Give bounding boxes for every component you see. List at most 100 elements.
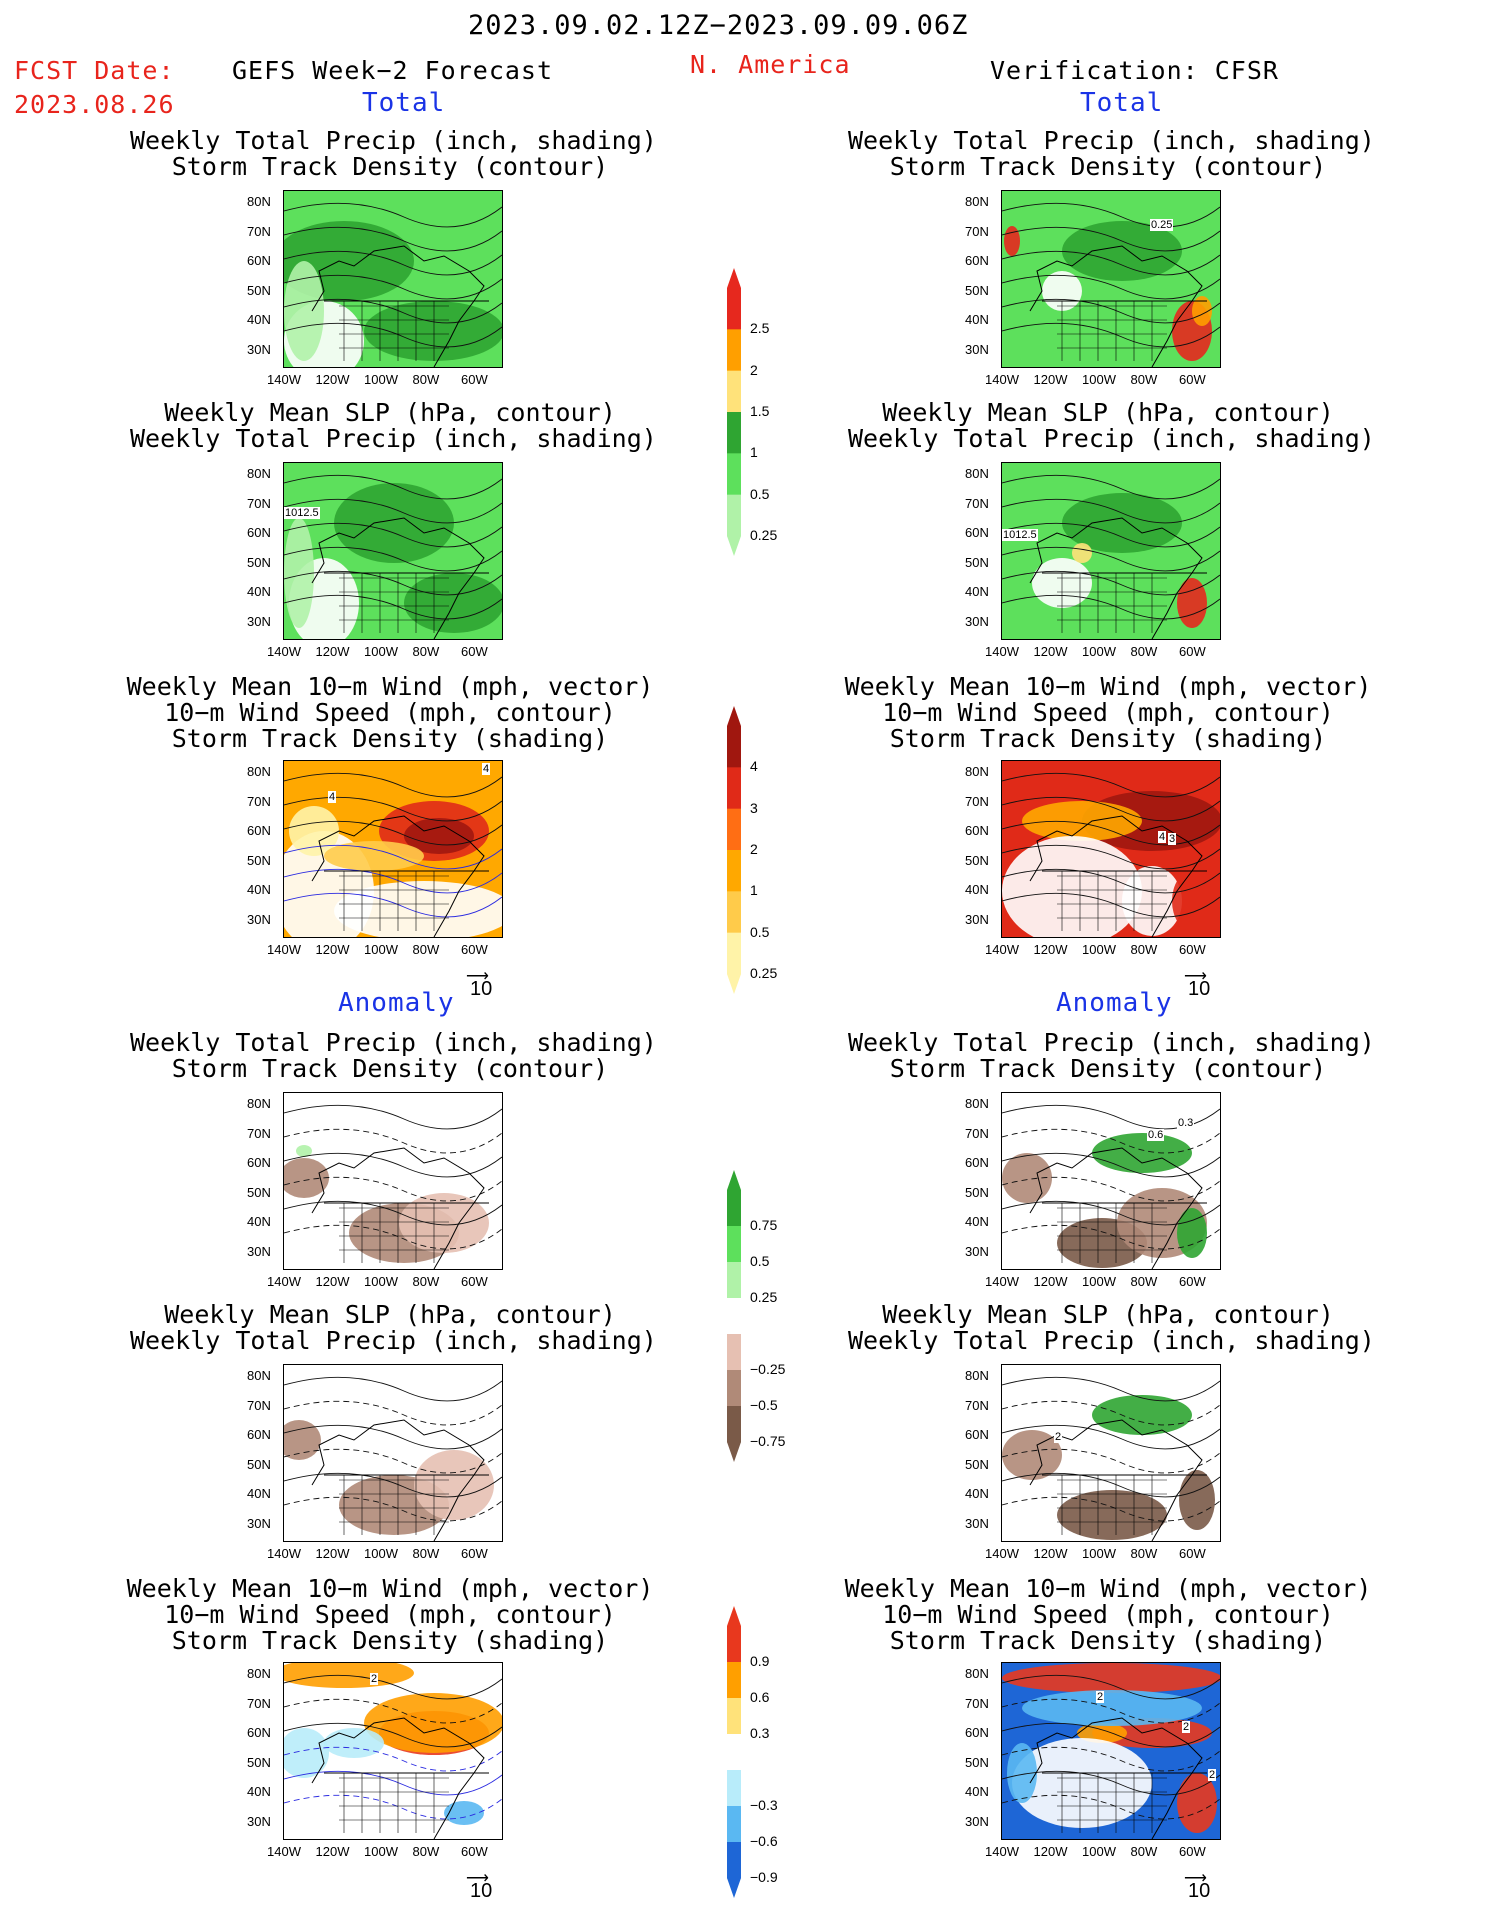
contour-label: 3: [1168, 833, 1177, 845]
title-line: Storm Track Density (shading): [889, 1626, 1327, 1655]
colorbar-tick-label: 1: [750, 882, 758, 899]
lat-tick-label: 80N: [965, 1666, 989, 1681]
contour-label: 2: [1182, 1721, 1191, 1733]
lon-tick-label: 140W: [985, 372, 1019, 387]
lon-tick-label: 80W: [1130, 1546, 1158, 1561]
lat-tick-label: 30N: [247, 1515, 271, 1531]
colorbar-tick-label: 0.9: [750, 1653, 770, 1669]
lon-tick-label: 100W: [1082, 1844, 1116, 1859]
lon-tick-label: 140W: [267, 1844, 301, 1859]
colorbar-tick-label: −0.25: [750, 1361, 786, 1377]
lon-tick-label: 120W: [1033, 372, 1068, 387]
vector-arrow-icon: ⟶: [1184, 968, 1207, 985]
lat-tick-label: 40N: [247, 1486, 271, 1501]
title-line: Storm Track Density (shading): [889, 724, 1327, 753]
lon-tick-label: 60W: [1179, 644, 1206, 659]
vector-arrow-icon: ⟶: [466, 1870, 489, 1887]
lat-tick-label: 70N: [247, 1695, 271, 1711]
lon-tick-label: 140W: [267, 942, 301, 957]
vector-ref-r6-right: ⟶ 10: [1184, 1868, 1210, 1903]
lat-tick-label: 70N: [965, 1695, 989, 1711]
vector-ref-value: 10: [470, 1880, 493, 1902]
lat-tick-label: 70N: [247, 223, 271, 239]
vector-ref-r3-right: ⟶ 10: [1184, 966, 1210, 1001]
title-line: Weekly Mean SLP (hPa, contour): [882, 398, 1334, 427]
title-line: Weekly Mean SLP (hPa, contour): [164, 1300, 616, 1329]
lon-tick-label: 80W: [412, 942, 440, 957]
map-panel-r5L: [283, 1364, 503, 1542]
lat-tick-label: 40N: [965, 1214, 989, 1229]
vector-ref-r3-left: ⟶ 10: [466, 966, 492, 1001]
lon-tick-label: 100W: [364, 1546, 398, 1561]
lon-tick-label: 100W: [1082, 1546, 1116, 1561]
lat-tick-label: 40N: [965, 882, 989, 897]
colorbar-tick-label: 0.5: [750, 485, 770, 502]
map-panel-r2L: 1012.5: [283, 462, 503, 640]
lat-tick-label: 50N: [965, 282, 989, 298]
lat-tick-label: 30N: [965, 911, 989, 927]
lon-tick-label: 100W: [1082, 372, 1116, 387]
region-label: N. America: [690, 50, 851, 79]
lon-tick-label: 120W: [315, 372, 350, 387]
date-range-title: 2023.09.02.12Z−2023.09.09.06Z: [468, 10, 969, 41]
lat-tick-label: 70N: [247, 495, 271, 511]
panel-title-r1-left: Weekly Total Precip (inch, shading) Storm…: [130, 126, 657, 180]
lat-tick-label: 70N: [247, 793, 271, 809]
lat-tick-label: 60N: [247, 253, 271, 268]
lon-tick-label: 80W: [1130, 1274, 1158, 1289]
colorbar-tick-label: −0.5: [750, 1397, 778, 1413]
vector-ref-value: 10: [1188, 1880, 1211, 1902]
colorbar-tick-label: 2: [750, 361, 758, 378]
lat-tick-label: 30N: [965, 613, 989, 629]
vector-ref-r6-left: ⟶ 10: [466, 1868, 492, 1903]
lat-tick-label: 50N: [965, 554, 989, 570]
lat-tick-label: 30N: [247, 1813, 271, 1829]
lon-tick-label: 140W: [267, 1274, 301, 1289]
map-panel-r4R: 0.6 0.3: [1001, 1092, 1221, 1270]
lat-tick-label: 70N: [247, 1397, 271, 1413]
lat-tick-label: 70N: [965, 223, 989, 239]
map-panel-r5R: 2: [1001, 1364, 1221, 1542]
lat-tick-label: 80N: [247, 1096, 271, 1111]
lon-tick-label: 140W: [985, 1844, 1019, 1859]
title-line: 10−m Wind Speed (mph, contour): [882, 1600, 1334, 1629]
lon-tick-label: 60W: [1179, 1546, 1206, 1561]
lon-tick-label: 100W: [364, 372, 398, 387]
colorbar-tick-label: 3: [750, 799, 758, 816]
lon-tick-label: 80W: [412, 372, 440, 387]
colorbar-tick-label: 0.5: [750, 1253, 770, 1269]
lat-tick-label: 80N: [247, 466, 271, 481]
contour-label: 4: [1158, 831, 1167, 843]
lat-tick-label: 60N: [247, 1427, 271, 1442]
lon-tick-label: 140W: [985, 644, 1019, 659]
lat-tick-label: 40N: [247, 584, 271, 599]
lon-tick-label: 100W: [364, 644, 398, 659]
lat-tick-label: 60N: [247, 1155, 271, 1170]
contour-label: 0.25: [1150, 219, 1174, 231]
lat-tick-label: 70N: [247, 1125, 271, 1141]
lat-tick-label: 40N: [247, 312, 271, 327]
lat-tick-label: 80N: [247, 764, 271, 779]
vector-arrow-icon: ⟶: [1184, 1870, 1207, 1887]
lon-tick-label: 120W: [315, 1274, 350, 1289]
panel-title-r5-right: Weekly Mean SLP (hPa, contour) Weekly Tot…: [848, 1302, 1375, 1354]
contour-label: 4: [482, 763, 491, 775]
lat-tick-label: 80N: [247, 194, 271, 209]
colorbar-tick-label: −0.6: [750, 1833, 778, 1849]
lat-tick-label: 70N: [965, 1397, 989, 1413]
lon-tick-label: 80W: [412, 1546, 440, 1561]
title-line: Storm Track Density (shading): [171, 724, 609, 753]
contour-label: 0.3: [1177, 1117, 1195, 1129]
contour-label: 2: [370, 1673, 379, 1685]
title-line: Storm Track Density (shading): [171, 1626, 609, 1655]
title-line: Weekly Mean 10−m Wind (mph, vector): [844, 1574, 1372, 1603]
lon-tick-label: 80W: [1130, 372, 1158, 387]
title-line: Weekly Total Precip (inch, shading): [130, 126, 657, 155]
lat-tick-label: 50N: [247, 282, 271, 298]
lon-tick-label: 60W: [461, 1844, 488, 1859]
lat-tick-label: 50N: [247, 1184, 271, 1200]
lon-tick-label: 140W: [267, 372, 301, 387]
lat-tick-label: 40N: [965, 312, 989, 327]
lon-tick-label: 60W: [1179, 942, 1206, 957]
